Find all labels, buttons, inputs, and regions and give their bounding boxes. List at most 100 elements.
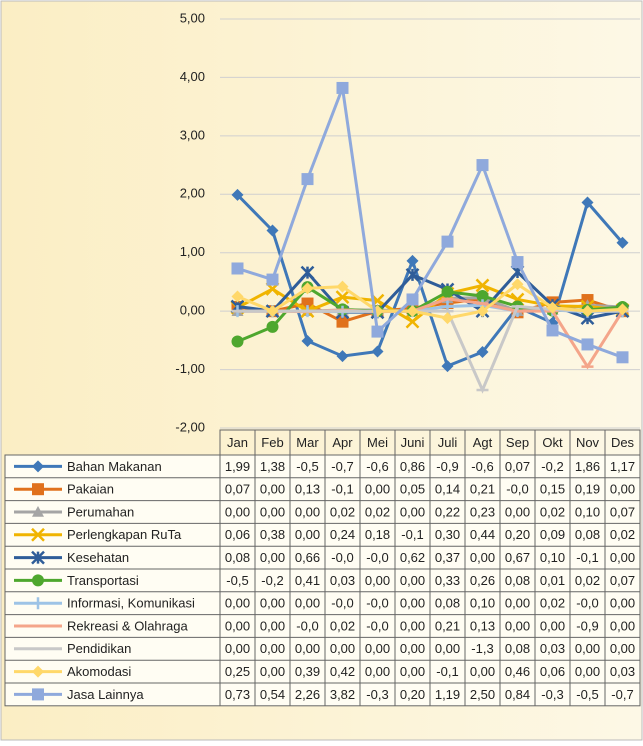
table-cell: -0,3 [541, 687, 563, 702]
table-cell: 3,82 [330, 687, 355, 702]
table-cell: 0,00 [295, 596, 320, 611]
data-point [476, 289, 489, 302]
y-tick-label: 5,00 [180, 10, 205, 25]
table-cell: 0,00 [260, 618, 285, 633]
table-cell: 0,07 [225, 482, 250, 497]
legend-label: Perumahan [67, 504, 134, 519]
table-cell: 0,42 [330, 664, 355, 679]
table-cell: 0,00 [365, 664, 390, 679]
legend-label: Pakaian [67, 482, 114, 497]
legend-key-marker [32, 460, 44, 473]
table-cell: 0,18 [365, 527, 390, 542]
table-cell: 0,00 [400, 641, 425, 656]
table-cell: 0,05 [400, 482, 425, 497]
table-cell: 1,19 [435, 687, 460, 702]
table-cell: 0,06 [540, 664, 565, 679]
x-tick-label: Sep [506, 435, 529, 450]
data-point [581, 196, 594, 209]
data-point [441, 312, 454, 325]
legend-key-marker [32, 688, 44, 701]
table-cell: -0,5 [226, 573, 248, 588]
x-tick-label: Jan [227, 435, 248, 450]
data-point [231, 188, 244, 201]
table-cell: 0,00 [330, 641, 355, 656]
x-tick-label: Des [611, 435, 635, 450]
table-cell: 0,66 [295, 550, 320, 565]
data-point [476, 305, 489, 318]
data-point [231, 335, 244, 348]
y-tick-label: -2,00 [175, 419, 205, 434]
table-cell: 0,10 [470, 596, 495, 611]
table-cell: 0,07 [610, 504, 635, 519]
table-cell: 0,00 [260, 550, 285, 565]
table-cell: 0,37 [435, 550, 460, 565]
table-cell: 0,02 [365, 504, 390, 519]
table-cell: 0,23 [470, 504, 495, 519]
x-tick-label: Feb [261, 435, 283, 450]
table-cell: 0,07 [505, 459, 530, 474]
table-cell: 0,20 [400, 687, 425, 702]
table-cell: 0,00 [505, 596, 530, 611]
data-point [581, 338, 594, 351]
data-point [336, 81, 349, 94]
table-cell: 0,00 [470, 550, 495, 565]
data-point [231, 262, 244, 275]
data-point [511, 278, 524, 291]
table-cell: 0,06 [225, 527, 250, 542]
legend-label: Perlengkapan RuTa [67, 527, 182, 542]
table-cell: 0,02 [540, 504, 565, 519]
table-cell: 0,00 [400, 504, 425, 519]
table-cell: 0,73 [225, 687, 250, 702]
y-tick-label: 2,00 [180, 186, 205, 201]
table-cell: 0,24 [330, 527, 355, 542]
legend-key-marker [32, 665, 44, 678]
data-point [476, 346, 489, 359]
table-cell: 0,07 [610, 573, 635, 588]
table-cell: 0,00 [610, 596, 635, 611]
table-cell: 0,00 [610, 618, 635, 633]
data-point [616, 303, 629, 316]
table-cell: 0,02 [330, 618, 355, 633]
data-point [336, 350, 349, 363]
y-tick-label: 4,00 [180, 69, 205, 84]
legend-label: Bahan Makanan [67, 459, 162, 474]
table-cell: -0,1 [436, 664, 458, 679]
x-tick-label: Juni [401, 435, 425, 450]
table-cell: 1,38 [260, 459, 285, 474]
data-point [266, 320, 279, 333]
table-cell: 0,30 [435, 527, 460, 542]
table-cell: 0,38 [260, 527, 285, 542]
table-cell: 0,13 [295, 482, 320, 497]
table-cell: 0,03 [330, 573, 355, 588]
table-cell: 0,41 [295, 573, 320, 588]
table-cell: -0,0 [331, 596, 353, 611]
table-cell: 0,08 [505, 641, 530, 656]
table-cell: -0,0 [506, 482, 528, 497]
table-cell: 0,02 [610, 527, 635, 542]
data-point [301, 173, 314, 186]
data-point [581, 305, 594, 318]
data-point [405, 314, 420, 329]
table-cell: 0,02 [575, 573, 600, 588]
table-cell: -0,2 [541, 459, 563, 474]
table-cell: 0,00 [260, 482, 285, 497]
table-cell: 0,03 [610, 664, 635, 679]
table-cell: -0,0 [366, 596, 388, 611]
table-cell: -0,6 [471, 459, 493, 474]
table-cell: 0,00 [540, 618, 565, 633]
table-cell: 1,17 [610, 459, 635, 474]
table-cell: 0,08 [505, 573, 530, 588]
table-cell: 0,09 [540, 527, 565, 542]
x-tick-label: Okt [542, 435, 563, 450]
table-cell: 0,00 [260, 641, 285, 656]
x-tick-label: Apr [332, 435, 353, 450]
x-tick-label: Juli [438, 435, 458, 450]
table-cell: 0,84 [505, 687, 530, 702]
x-tick-label: Mei [367, 435, 388, 450]
table-cell: -0,1 [576, 550, 598, 565]
table-cell: -0,7 [611, 687, 633, 702]
table-cell: 0,00 [575, 641, 600, 656]
data-point [371, 345, 384, 358]
x-tick-label: Mar [296, 435, 319, 450]
